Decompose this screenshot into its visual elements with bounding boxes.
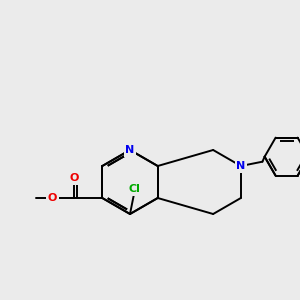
Text: N: N — [125, 145, 135, 155]
Text: N: N — [236, 161, 245, 171]
Text: O: O — [48, 193, 57, 203]
Text: Cl: Cl — [129, 184, 141, 194]
Text: O: O — [70, 173, 79, 183]
